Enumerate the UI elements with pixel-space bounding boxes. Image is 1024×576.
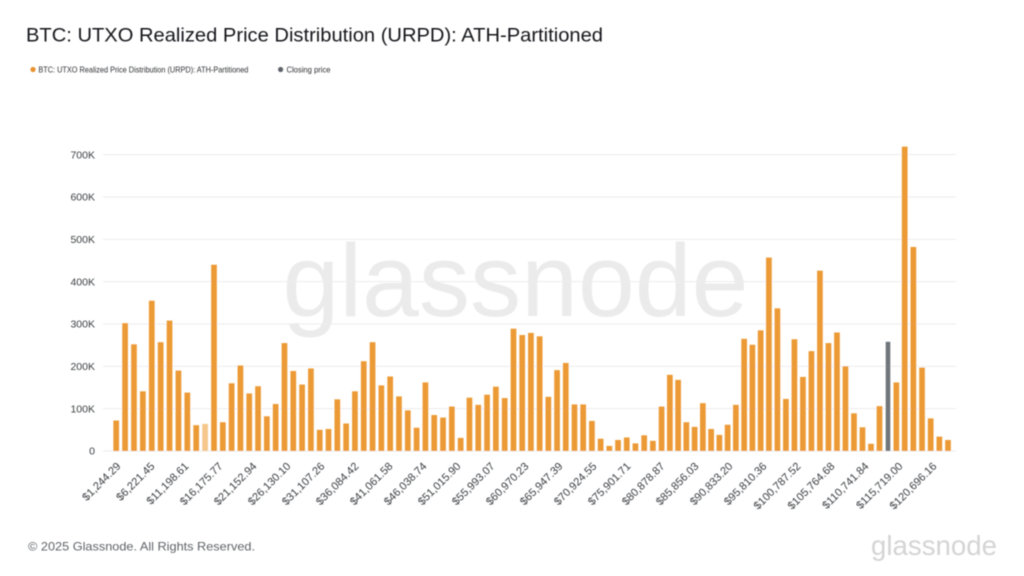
svg-text:glassnode: glassnode xyxy=(871,530,997,561)
svg-text:100K: 100K xyxy=(70,403,95,415)
svg-text:0: 0 xyxy=(89,446,95,458)
svg-text:700K: 700K xyxy=(70,149,95,161)
svg-text:200K: 200K xyxy=(70,361,95,373)
svg-text:© 2025 Glassnode. All Rights R: © 2025 Glassnode. All Rights Reserved. xyxy=(28,540,255,554)
svg-text:500K: 500K xyxy=(70,234,95,246)
svg-text:600K: 600K xyxy=(70,192,95,204)
svg-text:glassnode: glassnode xyxy=(283,223,749,338)
svg-text:400K: 400K xyxy=(70,276,95,288)
svg-text:BTC: UTXO Realized Price Distr: BTC: UTXO Realized Price Distribution (U… xyxy=(26,25,603,47)
svg-text:BTC: UTXO Realized Price Distr: BTC: UTXO Realized Price Distribution (U… xyxy=(38,65,248,75)
svg-text:300K: 300K xyxy=(70,319,95,331)
svg-text:Closing price: Closing price xyxy=(287,65,331,75)
